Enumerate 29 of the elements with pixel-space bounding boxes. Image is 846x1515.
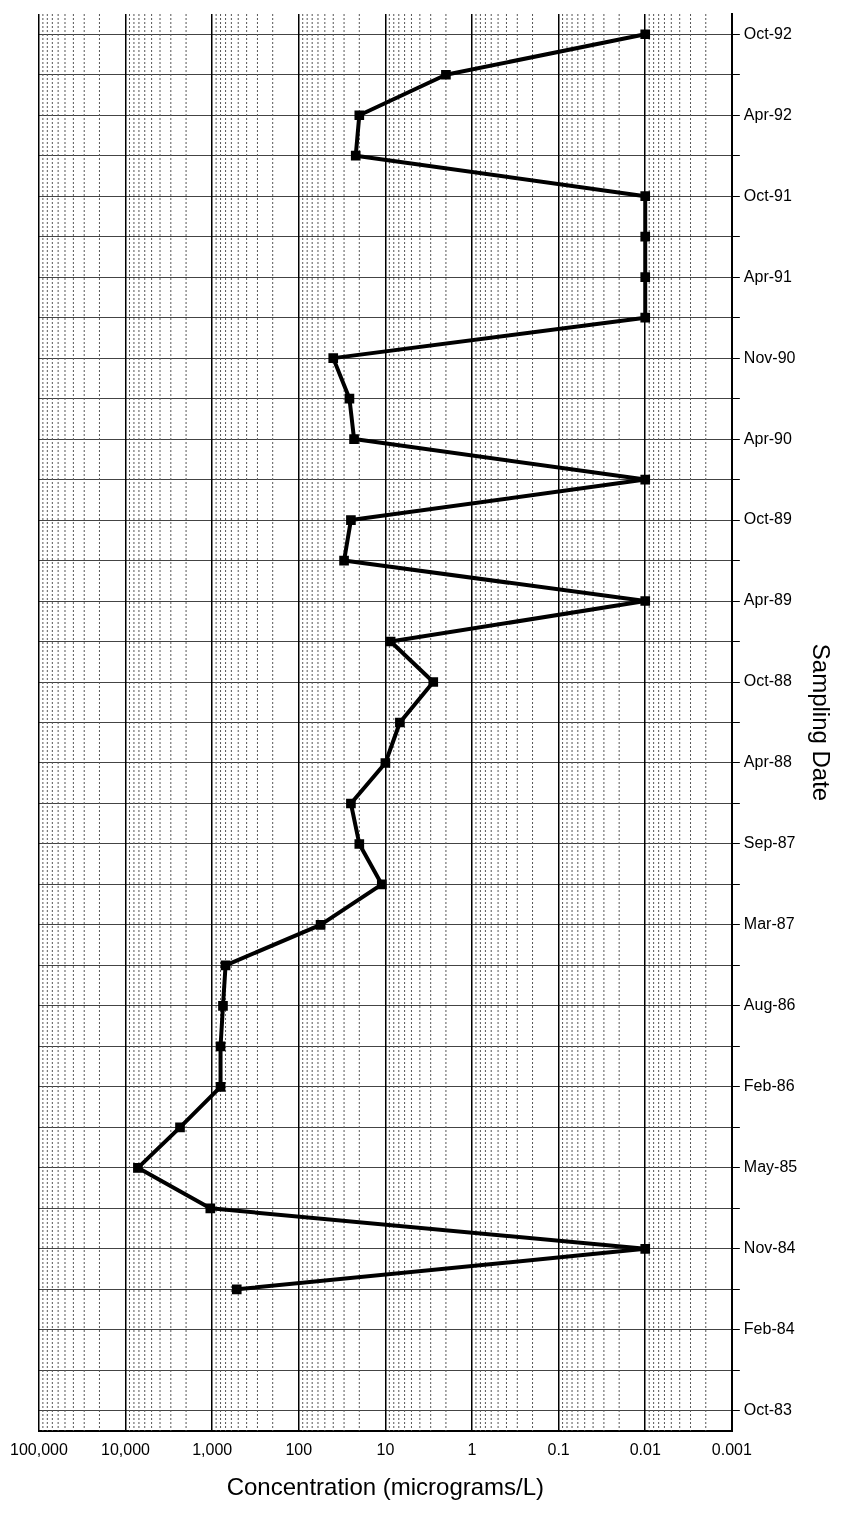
y-tick-label: Feb-86: [743, 1077, 795, 1095]
y-axis-title: Sampling Date: [807, 643, 835, 802]
y-tick-label: Nov-90: [743, 348, 796, 366]
y-tick-label: Oct-88: [743, 672, 792, 690]
x-tick-label: 0.001: [711, 1441, 752, 1459]
x-tick-label: 100,000: [10, 1441, 68, 1459]
y-tick-label: Apr-88: [743, 753, 792, 771]
y-tick-label: Aug-86: [743, 996, 796, 1014]
y-tick-label: Oct-89: [743, 510, 792, 528]
y-tick-label: Feb-84: [743, 1320, 795, 1338]
y-tick-label: Nov-84: [743, 1239, 796, 1257]
y-tick-label: Oct-83: [743, 1401, 792, 1419]
y-tick-label: Apr-89: [743, 591, 792, 609]
y-tick-label: Sep-87: [743, 834, 796, 852]
y-tick-label: Apr-92: [743, 105, 792, 123]
x-tick-label: 1: [467, 1441, 477, 1459]
y-tick-label: Mar-87: [743, 915, 795, 933]
y-tick-label: Apr-90: [743, 429, 792, 447]
x-tick-label: 100: [285, 1441, 313, 1459]
y-tick-label: Oct-92: [743, 24, 792, 42]
x-tick-label: 0.01: [629, 1441, 661, 1459]
x-tick-label: 10,000: [101, 1441, 151, 1459]
y-tick-label: May-85: [743, 1158, 798, 1176]
y-tick-label: Apr-91: [743, 267, 792, 285]
x-tick-label: 1,000: [192, 1441, 233, 1459]
x-tick-label: 0.1: [547, 1441, 570, 1459]
y-tick-label: Oct-91: [743, 186, 792, 204]
x-tick-label: 10: [376, 1441, 395, 1459]
x-axis-title: Concentration (micrograms/L): [226, 1473, 545, 1501]
